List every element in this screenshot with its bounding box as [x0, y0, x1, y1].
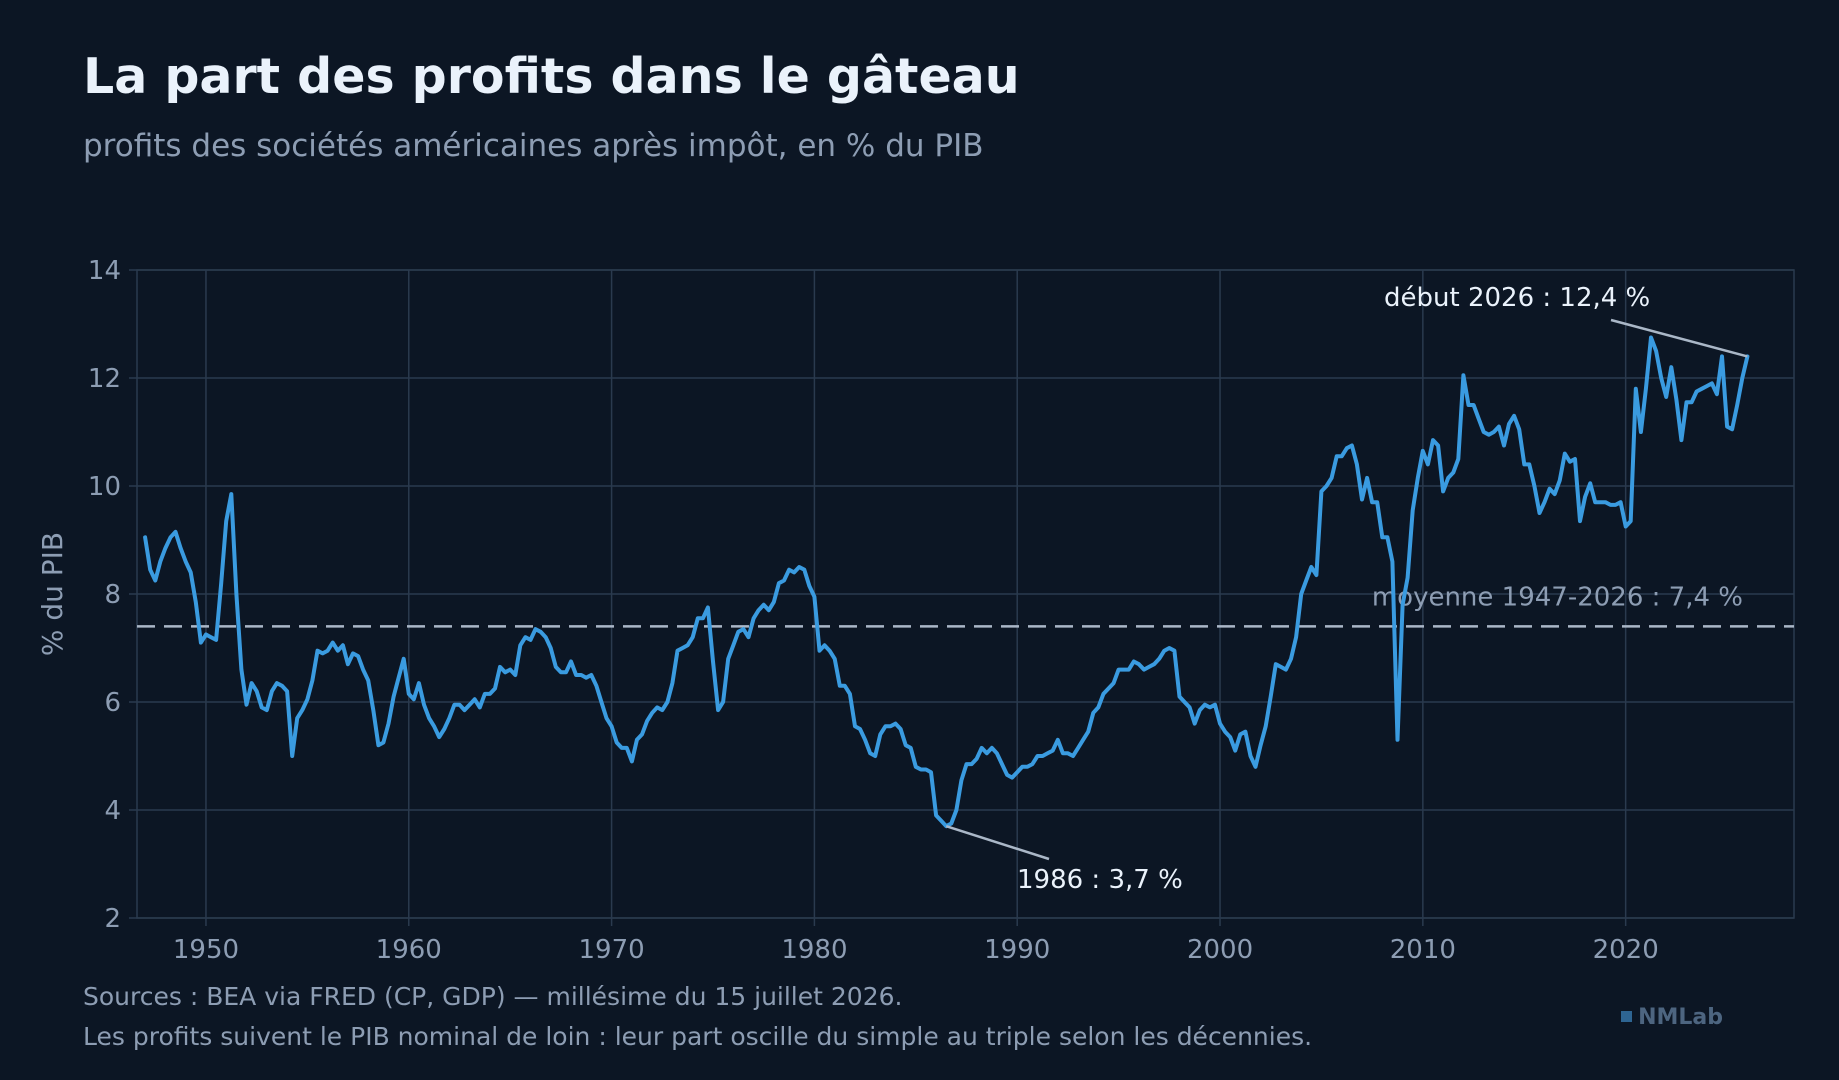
- annotation-label-1986: 1986 : 3,7 %: [1017, 865, 1183, 895]
- x-tick-label: 1980: [781, 935, 847, 965]
- mean-reference-label: moyenne 1947-2026 : 7,4 %: [1372, 582, 1743, 612]
- y-tick-label: 14: [88, 256, 121, 286]
- brand-label: NMLab: [1638, 1005, 1723, 1030]
- annotation-label-2026: début 2026 : 12,4 %: [1384, 283, 1650, 313]
- x-tick-label: 1960: [376, 935, 442, 965]
- y-axis-label: % du PIB: [36, 532, 69, 656]
- y-tick-label: 10: [88, 472, 121, 502]
- annotation-leader-1986: [945, 825, 1050, 861]
- x-tick-label: 2000: [1187, 935, 1253, 965]
- chart-subtitle: profits des sociétés américaines après i…: [83, 128, 984, 164]
- y-tick-label: 6: [104, 688, 121, 718]
- y-tick-label: 4: [104, 796, 121, 826]
- y-tick-label: 8: [104, 580, 121, 610]
- y-tick-label: 12: [88, 364, 121, 394]
- annotation-leader-2026: [1610, 318, 1748, 358]
- caption-note: Les profits suivent le PIB nominal de lo…: [83, 1022, 1313, 1051]
- x-tick-label: 2010: [1390, 935, 1456, 965]
- x-tick-label: 1970: [579, 935, 645, 965]
- source-note: Sources : BEA via FRED (CP, GDP) — millé…: [83, 982, 903, 1011]
- x-tick-label: 1950: [173, 935, 239, 965]
- y-tick-label: 2: [104, 904, 121, 934]
- brand-logo: NMLab: [1621, 1005, 1723, 1030]
- chart-title: La part des profits dans le gâteau: [83, 48, 1020, 105]
- x-tick-label: 1990: [984, 935, 1050, 965]
- series-line: [143, 335, 1750, 829]
- x-tick-label: 2020: [1593, 935, 1659, 965]
- brand-square-icon: [1621, 1011, 1633, 1022]
